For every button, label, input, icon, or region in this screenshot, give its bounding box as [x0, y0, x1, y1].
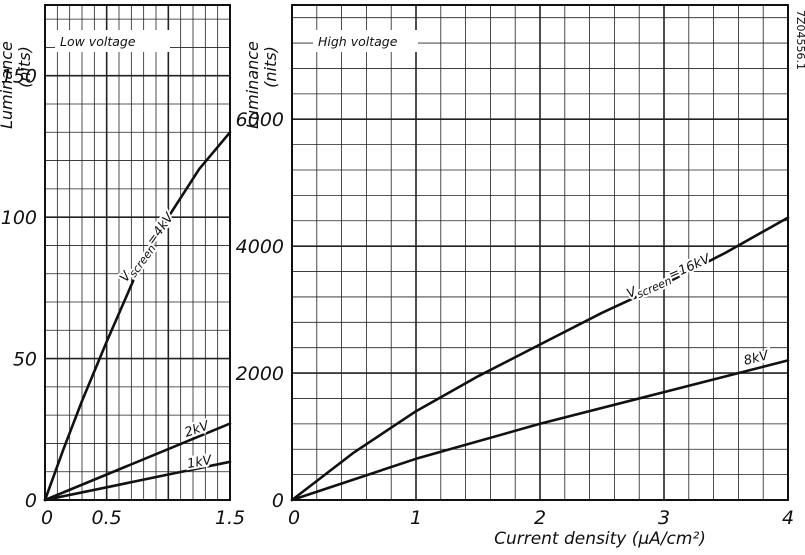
y-tick-label: 0	[25, 490, 37, 512]
series-label: Vscreen=4kV	[117, 210, 180, 287]
panel-label-background	[313, 30, 418, 52]
series-label: 1kV	[186, 453, 214, 472]
y-tick-label: 50	[13, 349, 37, 371]
x-tick-label: 0	[288, 507, 300, 529]
x-axis-label: Current density (μA/cm²)	[494, 529, 706, 549]
panel-label-background	[55, 30, 170, 52]
x-tick-label: 3	[658, 507, 670, 529]
x-tick-label: 2	[534, 507, 546, 529]
y-tick-label: 0	[272, 490, 284, 512]
figure-reference-number: 7Z04556.1	[794, 10, 805, 70]
x-tick-label: 4	[782, 507, 794, 529]
y-axis-unit: (nits)	[15, 46, 34, 88]
y-tick-label: 2000	[236, 363, 284, 385]
series-line-1kv	[43, 460, 232, 502]
x-tick-label: 1.5	[215, 507, 245, 529]
y-tick-label: 4000	[236, 236, 284, 258]
y-tick-label: 100	[1, 207, 37, 229]
grid	[44, 5, 231, 501]
x-tick-label: 1	[410, 507, 422, 529]
x-tick-label: 0.5	[92, 507, 122, 529]
plot-frame	[291, 4, 789, 501]
y-axis-unit: (nits)	[261, 46, 280, 88]
plot-frame	[44, 4, 231, 501]
y-axis-label: Luminance	[0, 41, 16, 129]
y-axis-label: Luminance	[243, 41, 262, 129]
series-line-vscreen-4kv	[43, 131, 232, 502]
series-line-2kv	[43, 422, 232, 502]
panel-label: Low voltage	[60, 34, 136, 49]
series-line-8kv	[290, 359, 790, 502]
series-line-vscreen-16kv	[290, 216, 790, 502]
panel-label: High voltage	[318, 34, 398, 49]
x-tick-label: 0	[41, 507, 53, 529]
y-tick-label: 150	[1, 66, 37, 88]
series-label: 2kV	[183, 418, 212, 441]
y-tick-label: 6000	[236, 109, 284, 131]
